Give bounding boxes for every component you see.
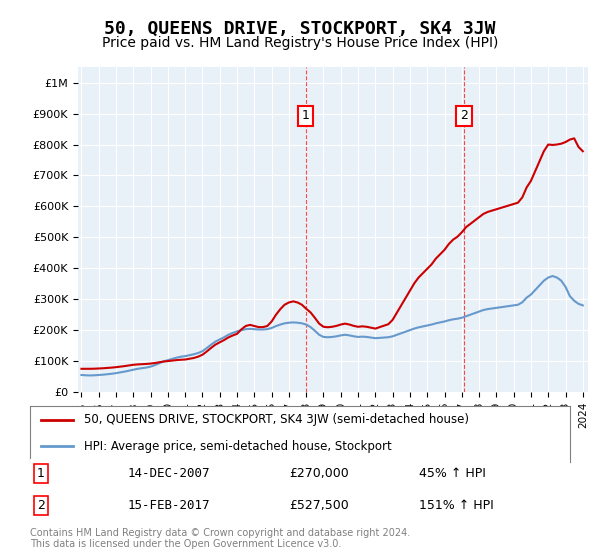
Text: 2: 2 <box>37 499 45 512</box>
Text: 50, QUEENS DRIVE, STOCKPORT, SK4 3JW (semi-detached house): 50, QUEENS DRIVE, STOCKPORT, SK4 3JW (se… <box>84 413 469 427</box>
Text: HPI: Average price, semi-detached house, Stockport: HPI: Average price, semi-detached house,… <box>84 440 392 453</box>
Text: 14-DEC-2007: 14-DEC-2007 <box>127 467 210 480</box>
Text: 1: 1 <box>37 467 45 480</box>
Text: 1: 1 <box>302 109 310 123</box>
Text: Contains HM Land Registry data © Crown copyright and database right 2024.
This d: Contains HM Land Registry data © Crown c… <box>30 528 410 549</box>
Text: 45% ↑ HPI: 45% ↑ HPI <box>419 467 485 480</box>
Text: Price paid vs. HM Land Registry's House Price Index (HPI): Price paid vs. HM Land Registry's House … <box>102 36 498 50</box>
Text: £270,000: £270,000 <box>289 467 349 480</box>
Text: £527,500: £527,500 <box>289 499 349 512</box>
Text: 151% ↑ HPI: 151% ↑ HPI <box>419 499 494 512</box>
Text: 15-FEB-2017: 15-FEB-2017 <box>127 499 210 512</box>
Text: 2: 2 <box>460 109 468 123</box>
Text: 50, QUEENS DRIVE, STOCKPORT, SK4 3JW: 50, QUEENS DRIVE, STOCKPORT, SK4 3JW <box>104 20 496 38</box>
